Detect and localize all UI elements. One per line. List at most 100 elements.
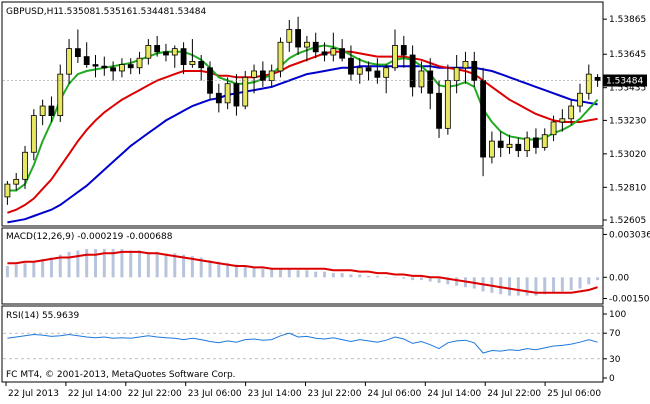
candle-body-bull xyxy=(453,67,460,81)
macd-bar xyxy=(120,249,124,278)
rsi-panel-frame xyxy=(1,305,604,383)
candle xyxy=(594,74,601,87)
candle xyxy=(92,55,99,78)
candle xyxy=(127,58,134,75)
price-panel: 1.53865 1.53645 1.53435 1.53230 1.53020 1.528… xyxy=(1,1,647,227)
macd-bar xyxy=(76,250,80,278)
macd-bar xyxy=(14,264,18,278)
candle-body-bear xyxy=(594,76,601,81)
time-tick-label: 22 Jul 2013 xyxy=(8,389,59,399)
time-tick-label: 23 Jul 14:00 xyxy=(248,389,302,399)
candle-body-bear xyxy=(110,67,117,72)
candle-body-bull xyxy=(268,70,275,81)
candle-body-bull xyxy=(39,105,46,116)
candle-body-bear xyxy=(339,48,346,59)
macd-bar xyxy=(534,277,538,296)
candle xyxy=(488,131,495,164)
price-panel-frame xyxy=(1,1,604,227)
time-tick-label: 24 Jul 06:00 xyxy=(367,389,421,399)
time-tick-label: 22 Jul 22:00 xyxy=(128,389,182,399)
candle-body-bull xyxy=(550,121,557,136)
candle xyxy=(568,99,575,126)
candle xyxy=(119,58,125,78)
macd-bar xyxy=(411,277,415,281)
candle-body-bear xyxy=(348,57,354,75)
candle-body-bull xyxy=(286,29,293,43)
candle xyxy=(550,115,557,142)
macd-bar xyxy=(428,277,432,282)
macd-bar xyxy=(278,268,282,278)
rsi-axis: 100 70 30 0 xyxy=(603,310,626,384)
macd-bar xyxy=(596,277,600,281)
macd-bar xyxy=(305,270,309,278)
macd-bar xyxy=(525,277,529,296)
macd-bar xyxy=(243,266,247,278)
candlesticks xyxy=(4,16,601,205)
candle-body-bull xyxy=(541,134,548,148)
macd-label: MACD(12,26,9) -0.000219 -0.000688 xyxy=(6,232,173,242)
candle xyxy=(154,35,161,57)
macd-bar xyxy=(261,268,265,278)
candle-body-bear xyxy=(480,80,486,158)
candle xyxy=(533,128,539,154)
ohlc-low: 1.53448 xyxy=(132,7,169,17)
macd-bar xyxy=(419,277,423,281)
macd-bar xyxy=(323,271,327,278)
macd-bar xyxy=(93,249,97,278)
macd-bar xyxy=(340,273,344,278)
candle xyxy=(224,77,231,110)
macd-bar xyxy=(552,277,556,293)
candle-body-bull xyxy=(559,118,566,123)
macd-bar xyxy=(173,253,177,278)
candle xyxy=(400,35,407,68)
candle xyxy=(436,80,442,138)
macd-bar xyxy=(41,258,45,278)
candle-body-bear xyxy=(436,92,442,129)
candle-body-bear xyxy=(198,60,205,69)
candle-body-bull xyxy=(22,151,28,180)
candle xyxy=(409,45,416,97)
macd-bar xyxy=(446,277,450,285)
candle-body-bull xyxy=(330,48,337,56)
candle-body-bull xyxy=(356,67,363,75)
candle-body-bull xyxy=(277,41,284,72)
candle-body-bear xyxy=(163,51,169,56)
candle-body-bull xyxy=(304,41,310,48)
price-tick-label: 1.52810 xyxy=(609,183,646,193)
candle-body-bull xyxy=(585,73,592,94)
candle-body-bear xyxy=(48,105,55,116)
macd-bar xyxy=(190,256,194,278)
candle xyxy=(295,16,301,56)
time-tick-label: 22 Jul 14:00 xyxy=(68,389,122,399)
candle-body-bull xyxy=(383,67,390,78)
candle xyxy=(577,83,583,113)
candle-body-bear xyxy=(74,48,81,58)
candle xyxy=(462,51,469,84)
candle xyxy=(4,180,11,205)
candle-body-bear xyxy=(365,67,372,72)
rsi-label: RSI(14) 55.9639 xyxy=(6,311,79,321)
candle-body-bear xyxy=(295,29,301,48)
candle-body-bear xyxy=(321,51,328,56)
rsi-tick-label: 0 xyxy=(609,374,615,384)
candle xyxy=(524,131,531,158)
candle-body-bull xyxy=(444,80,451,129)
candle xyxy=(22,145,28,189)
rsi-tick-label: 30 xyxy=(609,355,621,365)
rsi-panel: 100 70 30 0 RSI(14) 55.9639 FC MT4, © 2001-… xyxy=(1,305,626,384)
rsi-line xyxy=(7,332,598,354)
time-tick-label: 24 Jul 14:00 xyxy=(427,389,481,399)
candle-body-bull xyxy=(57,73,64,116)
macd-bar xyxy=(569,277,573,290)
candle-body-bull xyxy=(577,92,583,107)
macd-bar xyxy=(217,261,221,278)
current-price-box xyxy=(603,74,647,87)
candle-body-bull xyxy=(506,143,513,148)
macd-bar xyxy=(58,254,62,278)
macd-signal-polyline xyxy=(7,250,598,294)
candle xyxy=(48,96,55,122)
candle-body-bear xyxy=(374,70,381,78)
candle xyxy=(39,99,46,126)
macd-bar xyxy=(270,268,274,278)
